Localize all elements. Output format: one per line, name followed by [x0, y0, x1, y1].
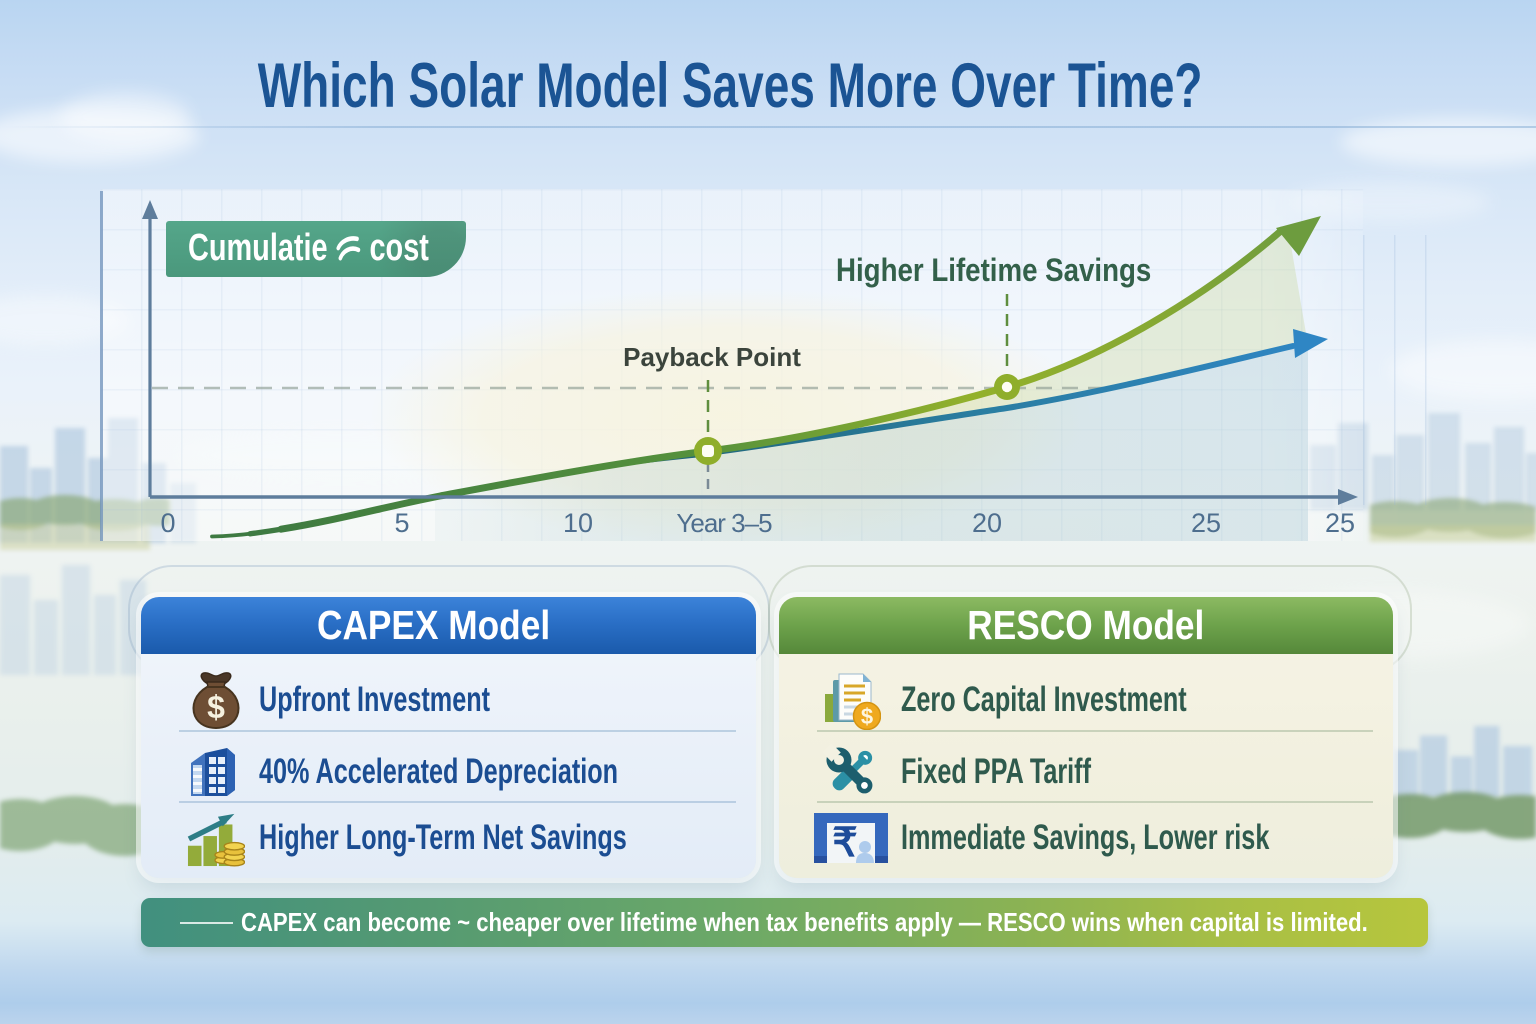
svg-text:₹: ₹	[832, 821, 857, 863]
svg-text:$: $	[207, 689, 225, 725]
svg-text:$: $	[861, 704, 873, 729]
